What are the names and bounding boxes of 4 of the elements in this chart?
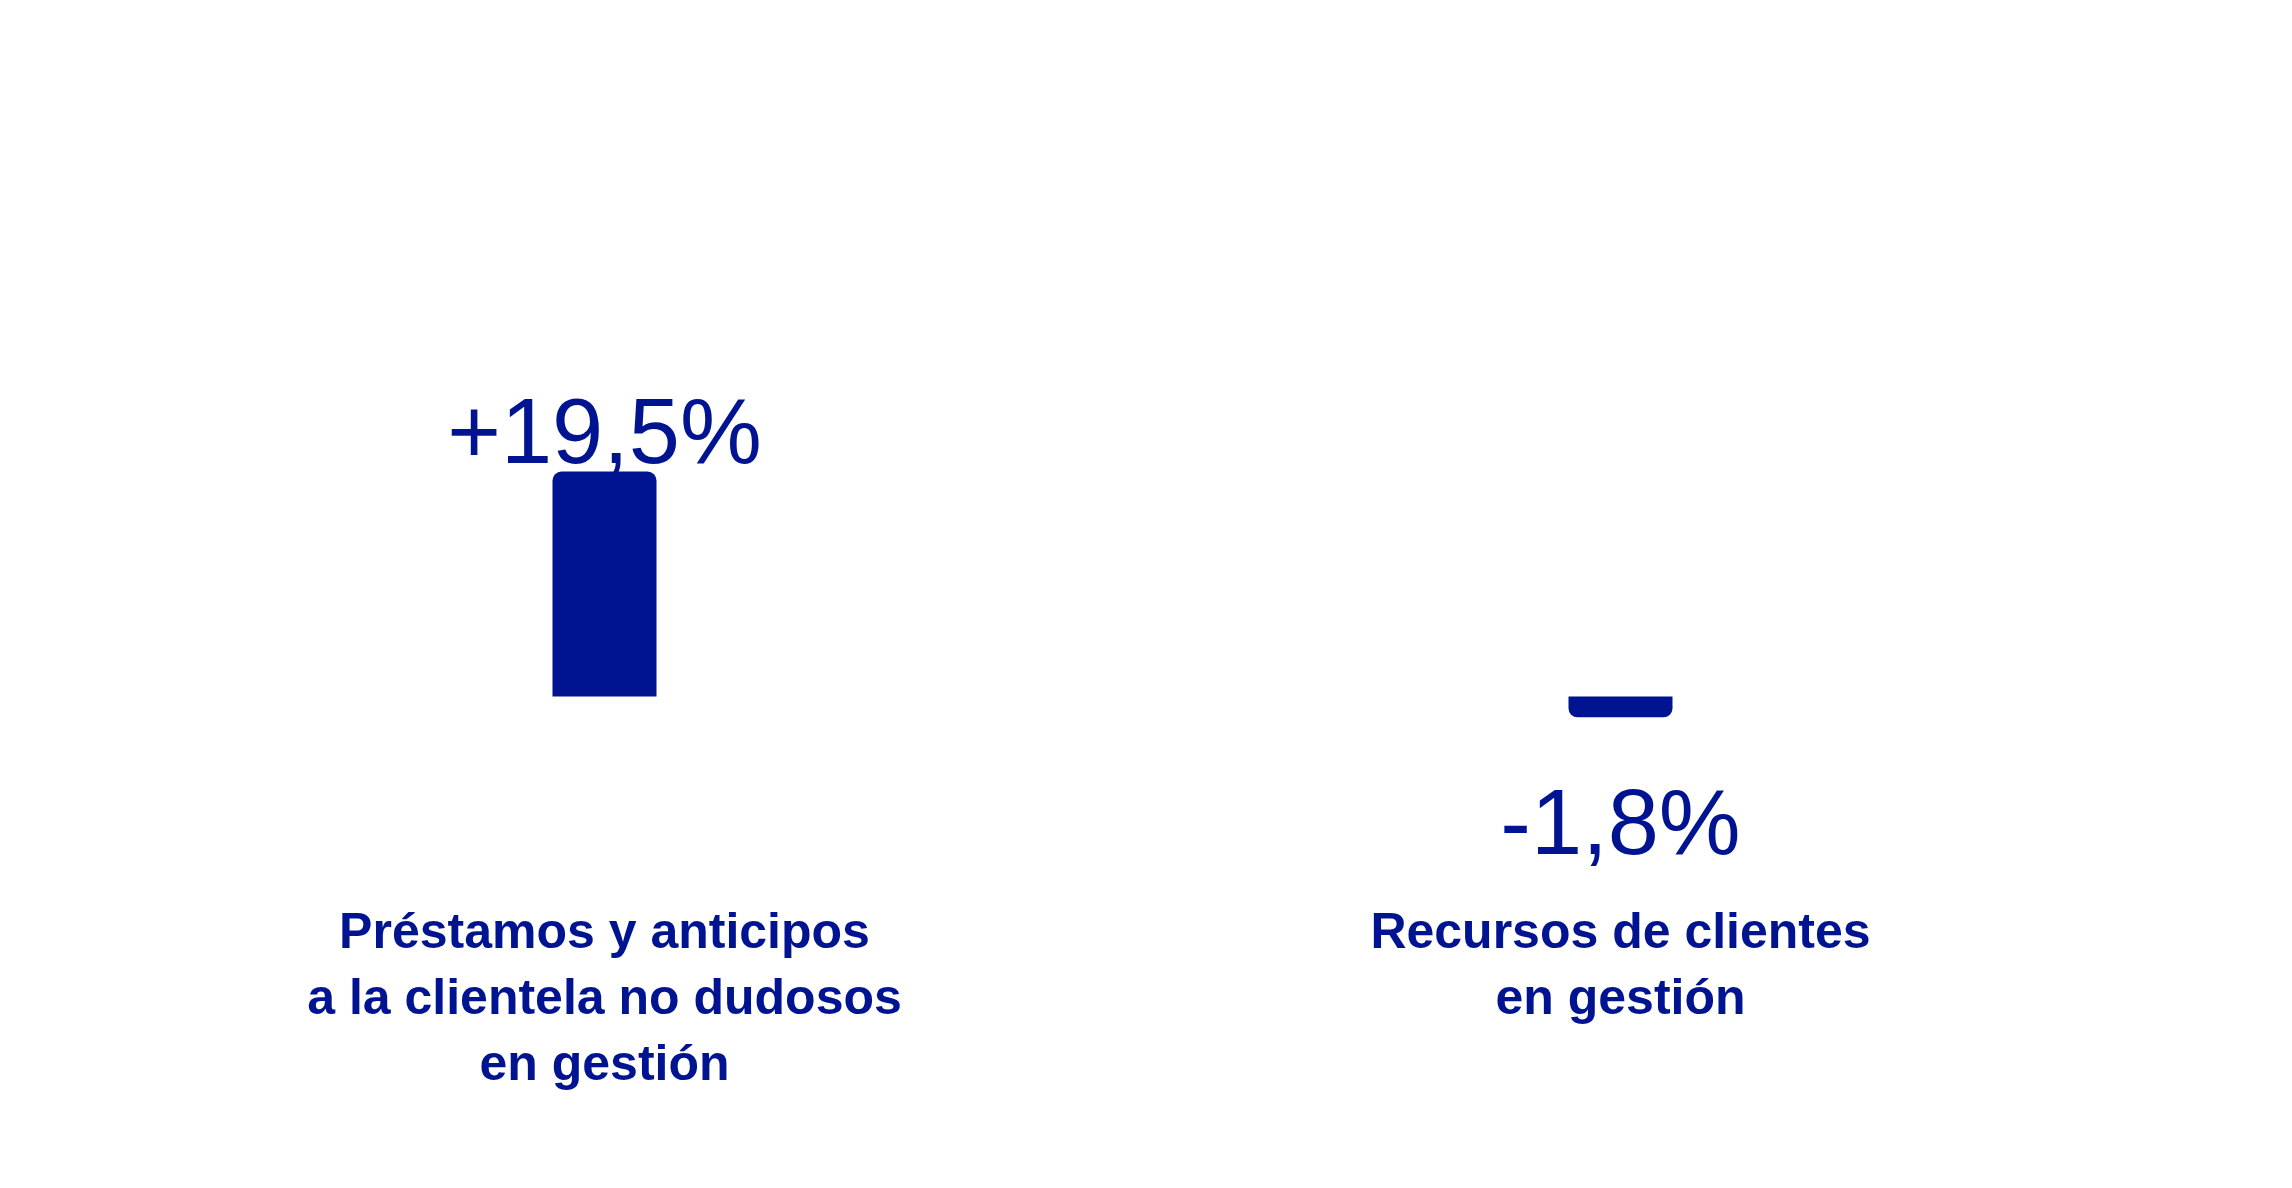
data-label: -1,8% bbox=[1500, 771, 1741, 874]
x-tick-label: Recursos de clientes en gestión bbox=[1370, 902, 1871, 1025]
x-tick-label: Préstamos y anticipos a la clientela no dudosos en gestión bbox=[307, 902, 902, 1091]
data-label: +19,5% bbox=[447, 379, 762, 482]
